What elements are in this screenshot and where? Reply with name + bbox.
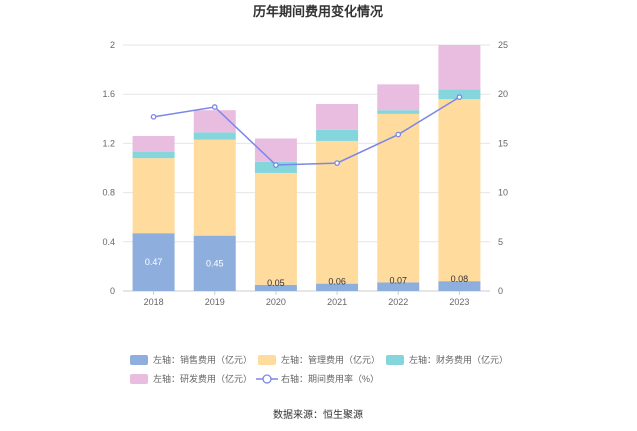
bar-segment (254, 284, 297, 291)
grid-lines (123, 44, 490, 292)
bar-segment (438, 45, 481, 90)
bar-segment (438, 99, 481, 282)
rate-point (395, 131, 402, 138)
legend-label: 左轴：研发费用（亿元） (153, 373, 252, 384)
right-tick-label: 20 (498, 89, 508, 99)
bar-segment (377, 110, 420, 114)
left-tick-label: 0 (110, 286, 115, 296)
bar-segment (316, 104, 359, 130)
bar-segment (316, 283, 359, 291)
data-label: 0.45 (206, 258, 224, 268)
bar-segment (193, 110, 236, 133)
bar-segment (438, 281, 481, 291)
legend-swatch (130, 374, 148, 384)
legend-label: 左轴：销售费用（亿元） (153, 354, 252, 365)
right-tick-label: 10 (498, 188, 508, 198)
data-label: 0.05 (267, 278, 285, 288)
legend: 左轴：销售费用（亿元） 左轴：管理费用（亿元） 左轴：财务费用（亿元） 左轴：研发费用… (130, 354, 508, 384)
legend-label: 左轴：管理费用（亿元） (281, 354, 380, 365)
rate-point (150, 113, 157, 120)
data-label: 0.06 (328, 277, 346, 287)
bar-segment (377, 113, 420, 283)
rate-point (273, 162, 279, 168)
left-axis-ticks: 0 0.4 0.8 1.2 1.6 2 (102, 40, 115, 296)
x-tick-label: 2021 (327, 297, 347, 307)
x-tick-label: 2018 (144, 297, 164, 307)
bar-segment (132, 158, 175, 234)
right-tick-label: 5 (498, 237, 503, 247)
data-source: 数据来源：恒生聚源 (273, 408, 363, 421)
x-tick-label: 2020 (266, 297, 286, 307)
bar-segment (193, 139, 236, 236)
right-tick-label: 15 (498, 138, 508, 148)
left-tick-label: 0.8 (102, 188, 115, 198)
bar-segment (193, 132, 236, 140)
data-label: 0.47 (145, 257, 163, 267)
legend-label: 左轴：财务费用（亿元） (409, 354, 508, 365)
rate-point (456, 94, 463, 101)
left-tick-label: 2 (110, 40, 115, 50)
bar-segment (132, 136, 175, 153)
legend-swatch (386, 355, 404, 365)
bar-series (132, 45, 481, 291)
bar-segment (132, 233, 175, 291)
bar-segment (438, 89, 481, 100)
data-label: 0.07 (389, 275, 407, 285)
bar-segment (316, 129, 359, 141)
x-axis: 2018 2019 2020 2021 2022 2023 (123, 290, 490, 307)
right-tick-label: 0 (498, 286, 503, 296)
chart-title: 历年期间费用变化情况 (253, 4, 383, 19)
right-axis-ticks: 0 5 10 15 20 25 (498, 40, 508, 296)
legend-swatch (130, 355, 148, 365)
bar-segment (254, 172, 297, 285)
line-series (150, 94, 463, 168)
left-tick-label: 0.4 (102, 237, 115, 247)
left-tick-label: 1.2 (102, 138, 115, 148)
x-tick-label: 2019 (205, 297, 225, 307)
left-tick-label: 1.6 (102, 89, 115, 99)
bar-segment (377, 84, 420, 111)
data-labels: 0.47 0.45 0.05 0.06 0.07 0.08 (145, 257, 468, 288)
right-tick-label: 25 (498, 40, 508, 50)
legend-marker (262, 374, 272, 384)
x-tick-label: 2022 (388, 297, 408, 307)
x-tick-label: 2023 (449, 297, 469, 307)
bar-segment (377, 282, 420, 291)
rate-point (211, 104, 218, 110)
bar-segment (132, 152, 175, 159)
bar-segment (193, 235, 236, 291)
rate-line (153, 96, 460, 166)
data-label: 0.08 (451, 274, 469, 284)
legend-label: 右轴：期间费用率（%） (281, 373, 379, 384)
legend-swatch (258, 355, 276, 365)
rate-point (334, 160, 340, 166)
